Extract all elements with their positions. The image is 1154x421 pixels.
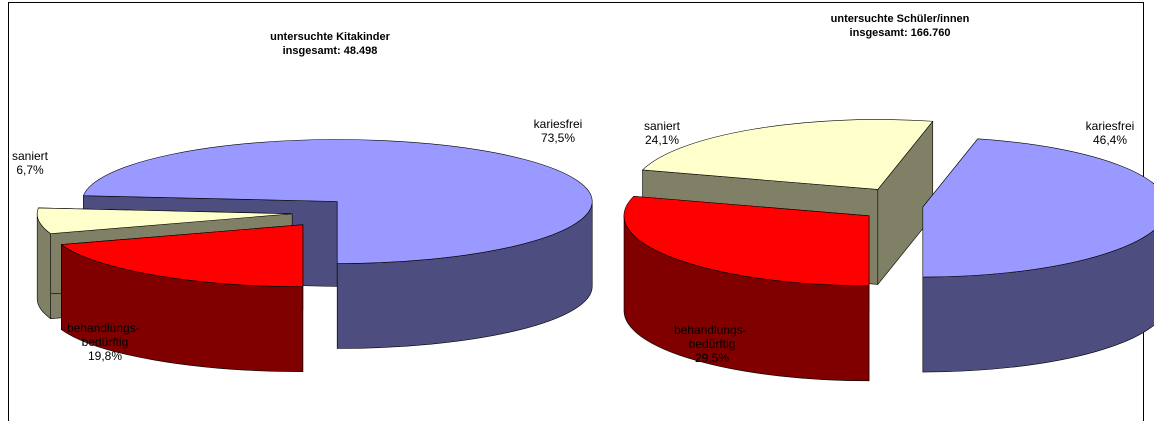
chart-subtitle: insgesamt: 48.498 — [283, 45, 378, 57]
pie-slice — [61, 224, 304, 372]
slice-top — [623, 195, 870, 287]
slice-label: saniert — [644, 119, 681, 133]
slice-label: behandlungs- bedürftig — [67, 321, 143, 349]
slice-value-label: 6,7% — [16, 163, 44, 177]
slice-top — [61, 224, 304, 287]
pie-slice — [922, 138, 1154, 373]
slice-top — [36, 207, 293, 235]
slice-value-label: 19,8% — [88, 349, 122, 363]
slice-value-label: 29,5% — [695, 351, 729, 365]
slice-label: kariesfrei — [1086, 119, 1135, 133]
slice-top — [642, 119, 934, 190]
slice-value-label: 73,5% — [541, 131, 575, 145]
pie-slice — [623, 195, 870, 382]
chart-title: untersuchte Schüler/innen — [831, 13, 970, 25]
slice-value-label: 24,1% — [645, 133, 679, 147]
slice-label: behandlungs- bedürftig — [674, 323, 750, 351]
chart-title: untersuchte Kitakinder — [270, 31, 391, 43]
slice-label: kariesfrei — [534, 117, 583, 131]
slice-top — [83, 139, 593, 264]
slice-label: saniert — [12, 149, 49, 163]
slice-value-label: 46,4% — [1093, 133, 1127, 147]
slice-top — [922, 138, 1154, 278]
chart-subtitle: insgesamt: 166.760 — [850, 27, 951, 39]
